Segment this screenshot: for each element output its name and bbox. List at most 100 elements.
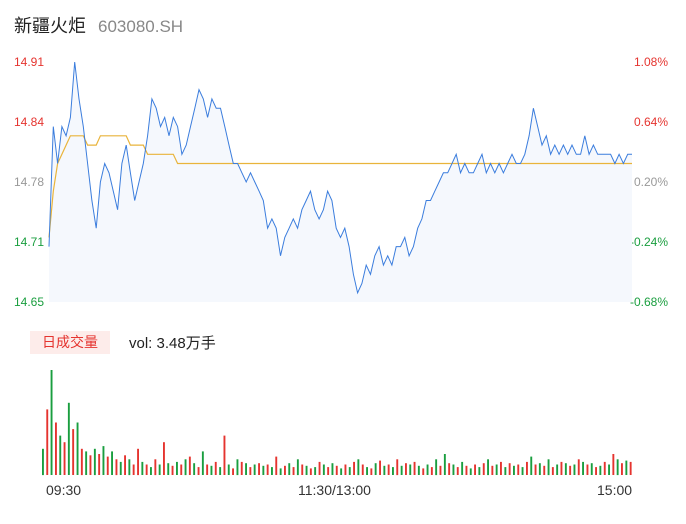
- volume-bar: [500, 461, 502, 475]
- volume-tag: 日成交量: [30, 331, 110, 354]
- volume-bar: [245, 463, 247, 475]
- volume-bar: [167, 463, 170, 475]
- volume-bar: [249, 467, 252, 475]
- volume-bar: [517, 464, 520, 475]
- volume-bar: [521, 467, 524, 475]
- volume-bar: [119, 461, 122, 475]
- volume-bar: [227, 464, 230, 475]
- average-price-line: [48, 135, 632, 238]
- volume-bar: [621, 463, 623, 475]
- volume-bar: [67, 402, 70, 475]
- volume-bar: [223, 435, 226, 475]
- volume-bar: [478, 467, 481, 475]
- stock-name: 新疆火炬: [14, 16, 86, 36]
- volume-bar: [482, 463, 485, 475]
- volume-bar: [85, 451, 88, 475]
- volume-bar: [543, 465, 546, 475]
- x-tick: 15:00: [597, 482, 633, 498]
- volume-bar: [201, 451, 204, 475]
- volume-bar: [219, 467, 222, 475]
- volume-bar: [266, 464, 269, 475]
- volume-bar: [465, 465, 468, 475]
- volume-bar: [214, 461, 217, 475]
- volume-bar: [331, 463, 334, 475]
- x-tick: 09:30: [46, 482, 82, 498]
- volume-bar: [163, 442, 165, 475]
- volume-bar: [487, 459, 489, 476]
- y-tick-left: 14.78: [14, 175, 45, 189]
- volume-bar: [188, 456, 191, 475]
- volume-bar: [534, 464, 537, 475]
- volume-bar: [296, 459, 299, 476]
- y-tick-left: 14.65: [14, 295, 45, 309]
- volume-bar: [348, 467, 351, 475]
- volume-bar: [63, 442, 66, 475]
- price-plot-area: [48, 61, 632, 302]
- volume-bar: [335, 465, 338, 475]
- volume-bar: [50, 370, 53, 475]
- volume-bar: [586, 464, 589, 475]
- volume-bar: [595, 467, 597, 475]
- volume-bar: [180, 464, 183, 475]
- volume-bar: [439, 465, 442, 475]
- volume-bar: [474, 464, 476, 475]
- volume-bar: [374, 463, 377, 475]
- volume-bar: [435, 459, 438, 476]
- volume-text: vol: 3.48万手: [129, 335, 216, 352]
- volume-bar: [573, 464, 576, 475]
- volume-bar: [322, 464, 325, 475]
- volume-bar: [608, 464, 610, 475]
- volume-bar: [426, 464, 429, 475]
- volume-bar: [504, 467, 507, 475]
- volume-bar: [625, 460, 628, 475]
- volume-bar: [145, 464, 148, 475]
- volume-bar: [370, 468, 373, 475]
- volume-bar: [206, 464, 209, 475]
- volume-bar: [124, 455, 126, 475]
- volume-bar: [132, 464, 135, 475]
- volume-bar: [309, 468, 312, 475]
- volume-bar: [176, 461, 178, 475]
- volume-bar: [137, 448, 139, 476]
- volume-bar: [284, 465, 286, 475]
- volume-bar: [353, 461, 355, 475]
- volume-bar: [72, 429, 75, 475]
- y-tick-right: -0.68%: [629, 295, 668, 309]
- volume-bar: [366, 467, 368, 475]
- volume-bar: [538, 463, 541, 475]
- volume-bar: [258, 463, 260, 475]
- volume-bar: [513, 465, 515, 475]
- y-tick-right: 0.64%: [633, 115, 668, 129]
- volume-bar: [526, 461, 528, 475]
- volume-bar: [422, 468, 425, 475]
- volume-bar: [327, 467, 330, 475]
- volume-bar: [314, 467, 317, 475]
- volume-bar: [495, 464, 498, 475]
- volume-bar: [392, 467, 394, 475]
- volume-bar: [46, 409, 49, 475]
- price-area-fill: [49, 62, 632, 302]
- volume-bar: [491, 465, 494, 475]
- volume-bar: [405, 463, 407, 475]
- volume-bar: [469, 468, 472, 475]
- volume-bar: [400, 465, 403, 475]
- volume-bar: [556, 464, 559, 475]
- volume-bar: [417, 465, 420, 475]
- volume-bar: [262, 465, 265, 475]
- volume-plot-area: [42, 370, 632, 476]
- y-tick-right: 0.20%: [633, 175, 668, 189]
- volume-bar: [508, 463, 511, 475]
- volume-bar: [560, 461, 563, 475]
- stock-header: 新疆火炬 603080.SH: [14, 12, 183, 40]
- y-tick-right: -0.24%: [629, 235, 668, 249]
- volume-bar: [253, 464, 256, 475]
- volume-bar: [98, 454, 101, 475]
- volume-bar: [236, 459, 239, 476]
- volume-bar: [184, 459, 187, 476]
- volume-bar: [590, 463, 593, 475]
- volume-bar: [413, 461, 416, 475]
- volume-bar: [210, 465, 213, 475]
- volume-bar: [197, 467, 200, 475]
- volume-bar: [42, 448, 44, 476]
- volume-bar: [547, 459, 550, 476]
